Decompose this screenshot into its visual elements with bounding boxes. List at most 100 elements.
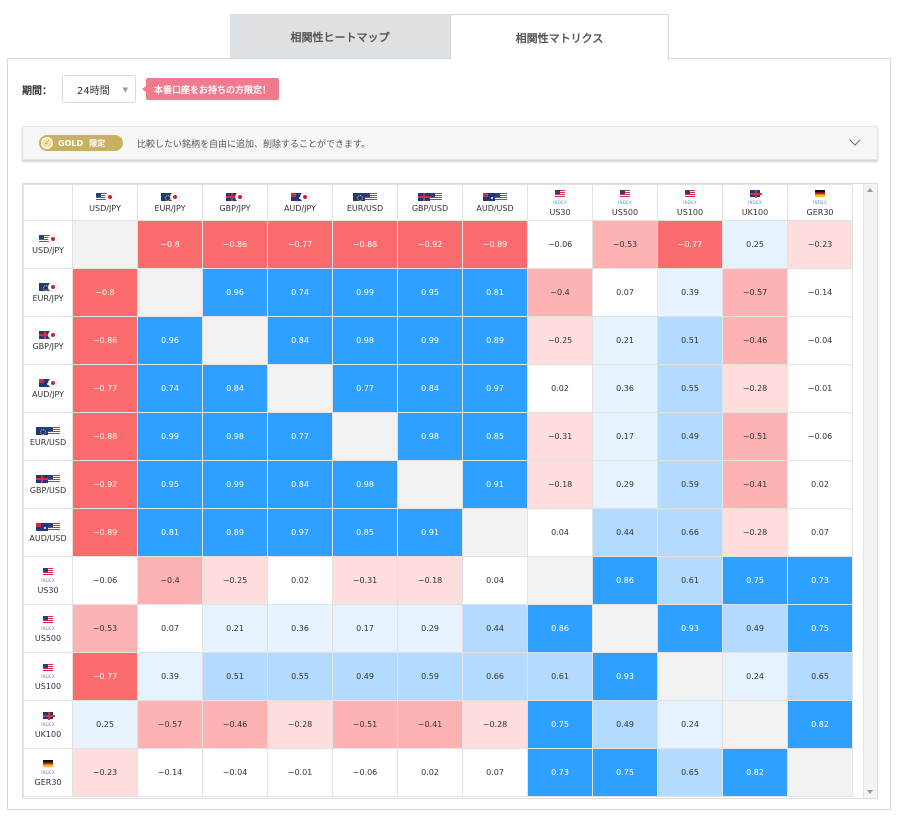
correlation-cell: −0.18	[397, 556, 463, 605]
correlation-cell: 0.49	[332, 652, 398, 701]
index-tag: INDEX	[40, 769, 56, 775]
correlation-cell: 0.44	[592, 508, 658, 557]
correlation-cell: 0.02	[267, 556, 333, 605]
correlation-cell: 0.39	[657, 268, 723, 317]
correlation-cell: 0.66	[657, 508, 723, 557]
us-flag-icon	[48, 474, 60, 483]
diagonal-cell	[657, 652, 723, 701]
flag-icon	[43, 711, 55, 720]
table-row: INDEX UK100 0.25 −0.57 −0.46 −0.28 −0.51 −0.41−…	[23, 700, 853, 749]
flag-icon	[291, 192, 309, 201]
correlation-cell: 0.75	[787, 604, 853, 653]
correlation-cell: 0.85	[332, 508, 398, 557]
correlation-cell: 0.51	[202, 652, 268, 701]
index-tag: INDEX	[747, 199, 763, 205]
correlation-cell: 0.84	[267, 316, 333, 365]
jp-flag-icon	[236, 192, 244, 201]
correlation-cell: −0.06	[787, 412, 853, 461]
flag-icon	[418, 192, 442, 201]
flag-icon	[815, 189, 825, 198]
column-header-aud-jpy: AUD/JPY	[267, 184, 333, 221]
diagonal-cell	[332, 412, 398, 461]
symbol-label: GBP/USD	[411, 204, 449, 213]
correlation-cell: 0.61	[527, 652, 593, 701]
us-flag-icon	[430, 192, 442, 201]
diagonal-cell	[202, 316, 268, 365]
scroll-down-icon[interactable]	[867, 790, 873, 794]
correlation-cell: −0.8	[137, 220, 203, 269]
correlation-cell: −0.88	[72, 412, 138, 461]
symbol-label: GBP/JPY	[219, 204, 251, 213]
table-row: AUD/JPY −0.77 0.74 0.84 0.77 0.84 0.97 0.02 0.36…	[23, 364, 853, 413]
flag-icon	[39, 378, 57, 387]
correlation-cell: 0.73	[787, 556, 853, 605]
correlation-cell: 0.93	[657, 604, 723, 653]
correlation-cell: 0.84	[267, 460, 333, 509]
index-tag: INDEX	[40, 577, 56, 583]
correlation-cell: 0.59	[657, 460, 723, 509]
gold-feature-bar[interactable]: ✓ GOLD 限定 比較したい銘柄を自由に追加、削除することができます。	[22, 126, 878, 160]
jp-flag-icon	[301, 192, 309, 201]
correlation-cell: −0.4	[137, 556, 203, 605]
correlation-cell: 0.02	[527, 364, 593, 413]
correlation-cell: 0.89	[462, 316, 528, 365]
period-select[interactable]: 24時間 ▼	[62, 75, 136, 103]
row-header-eur-jpy: EUR/JPY	[23, 268, 73, 317]
symbol-label: AUD/USD	[29, 534, 67, 543]
flag-icon	[483, 192, 507, 201]
symbol-label: US30	[37, 585, 59, 595]
matrix-panel: 期間： 24時間 ▼ 本番口座をお持ちの方限定！ ✓ GOLD 限定 比較したい…	[7, 58, 891, 810]
correlation-cell: −0.57	[137, 700, 203, 749]
correlation-cell: 0.25	[72, 700, 138, 749]
symbol-label: US500	[34, 633, 62, 643]
row-header-uk100: INDEX UK100	[23, 700, 73, 749]
tab-correlation-matrix[interactable]: 相関性マトリクス	[450, 14, 669, 60]
correlation-cell: −0.92	[72, 460, 138, 509]
correlation-cell: 0.07	[462, 748, 528, 797]
row-header-gbp-jpy: GBP/JPY	[23, 316, 73, 365]
column-header-eur-jpy: EUR/JPY	[137, 184, 203, 221]
correlation-cell: −0.53	[72, 604, 138, 653]
diagonal-cell	[72, 220, 138, 269]
correlation-cell: −0.46	[202, 700, 268, 749]
correlation-cell: −0.06	[72, 556, 138, 605]
flag-icon	[43, 759, 53, 768]
correlation-cell: −0.25	[202, 556, 268, 605]
correlation-cell: 0.99	[397, 316, 463, 365]
correlation-cell: −0.77	[72, 652, 138, 701]
index-tag: INDEX	[552, 199, 568, 205]
correlation-table: USD/JPY EUR/JPY GBP/JPY AUD/JPY EUR/USD GBP/U…	[23, 184, 853, 797]
correlation-cell: 0.91	[462, 460, 528, 509]
correlation-cell: −0.25	[527, 316, 593, 365]
correlation-cell: −0.77	[267, 220, 333, 269]
table-row: GBP/JPY −0.86 0.96 0.84 0.98 0.99 0.89 −0.25 0.2…	[23, 316, 853, 365]
correlation-cell: 0.39	[137, 652, 203, 701]
correlation-cell: −0.14	[787, 268, 853, 317]
correlation-cell: 0.96	[137, 316, 203, 365]
flag-icon	[161, 192, 179, 201]
expand-chevron-icon[interactable]	[849, 134, 861, 146]
period-row: 期間： 24時間 ▼ 本番口座をお持ちの方限定！	[22, 75, 280, 103]
eu-flag-icon	[36, 426, 48, 435]
correlation-cell: −0.4	[527, 268, 593, 317]
correlation-cell: −0.89	[72, 508, 138, 557]
scroll-up-icon[interactable]	[867, 188, 873, 192]
correlation-cell: 0.82	[787, 700, 853, 749]
vertical-scrollbar[interactable]	[863, 184, 877, 798]
correlation-matrix: USD/JPY EUR/JPY GBP/JPY AUD/JPY EUR/USD GBP/U…	[22, 183, 878, 799]
correlation-cell: 0.07	[592, 268, 658, 317]
correlation-cell: 0.59	[397, 652, 463, 701]
correlation-cell: 0.49	[592, 700, 658, 749]
row-header-aud-jpy: AUD/JPY	[23, 364, 73, 413]
column-header-uk100: INDEX UK100	[722, 184, 788, 221]
symbol-label: AUD/JPY	[31, 390, 65, 399]
correlation-cell: 0.65	[787, 652, 853, 701]
tab-bar: 相関性ヒートマップ 相関性マトリクス	[230, 14, 669, 60]
jp-flag-icon	[49, 282, 57, 291]
correlation-cell: 0.75	[592, 748, 658, 797]
gb-flag-icon	[226, 192, 238, 201]
correlation-cell: 0.29	[397, 604, 463, 653]
tab-correlation-heatmap[interactable]: 相関性ヒートマップ	[230, 14, 450, 59]
symbol-label: US100	[34, 681, 62, 691]
correlation-cell: −0.04	[787, 316, 853, 365]
